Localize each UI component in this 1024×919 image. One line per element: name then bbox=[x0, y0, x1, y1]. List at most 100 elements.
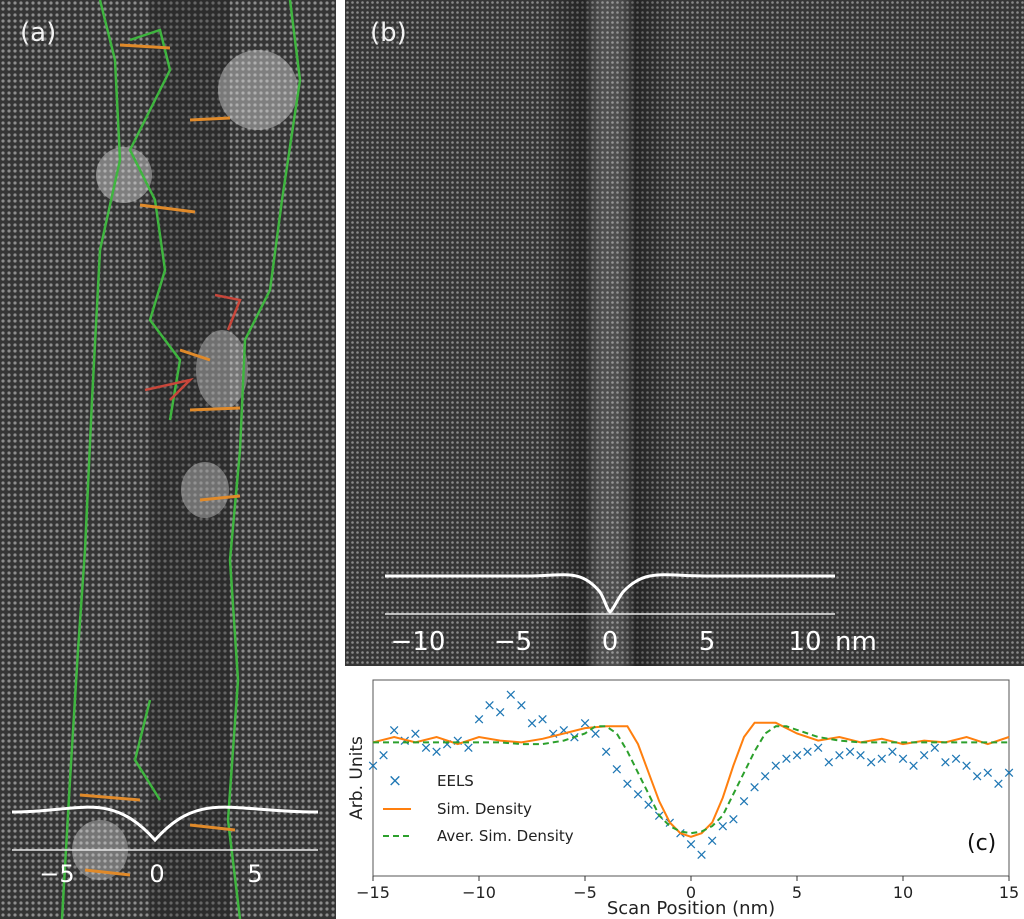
boundary-trace-orange bbox=[79, 43, 241, 877]
eels-point: × bbox=[494, 703, 507, 721]
eels-point: × bbox=[632, 785, 645, 803]
bright-domain bbox=[196, 330, 248, 410]
eels-point: × bbox=[388, 721, 401, 739]
panel-a-tick-label: −5 bbox=[39, 860, 74, 888]
sim-density-line bbox=[372, 721, 1010, 838]
eels-point: × bbox=[452, 732, 465, 750]
eels-point: × bbox=[611, 760, 624, 778]
eels-point: × bbox=[971, 767, 984, 785]
x-tick-label: −5 bbox=[573, 883, 597, 902]
boundary-trace-green bbox=[133, 699, 162, 801]
eels-point: × bbox=[505, 685, 518, 703]
eels-point: × bbox=[430, 742, 443, 760]
x-tick-label: −15 bbox=[356, 883, 390, 902]
lattice-background bbox=[345, 0, 1024, 666]
legend-label-aver: Aver. Sim. Density bbox=[437, 827, 574, 845]
eels-point: × bbox=[377, 746, 390, 764]
aver-sim-density-line bbox=[373, 725, 1009, 835]
panel-a-label: (a) bbox=[20, 18, 57, 48]
panel-b-tick-label: −10 bbox=[391, 627, 446, 657]
panel-b-profile-overlay: −10 −5 0 5 10 nm bbox=[385, 573, 877, 657]
eels-point: × bbox=[992, 774, 1005, 792]
x-tick-label: 15 bbox=[999, 883, 1019, 902]
panel-b-canvas: −10 −5 0 5 10 nm bbox=[345, 0, 1024, 666]
eels-point: × bbox=[844, 742, 857, 760]
boundary-trace-green bbox=[226, 0, 302, 919]
y-axis-label: Arb. Units bbox=[347, 736, 367, 820]
panel-a-canvas: −5 0 5 bbox=[0, 0, 336, 919]
lattice-background bbox=[0, 0, 336, 919]
panel-b-tick-label: −5 bbox=[494, 627, 532, 657]
bright-domain bbox=[96, 147, 152, 203]
legend: × EELS Sim. Density Aver. Sim. Density bbox=[383, 771, 574, 845]
eels-point: × bbox=[876, 749, 889, 767]
eels-point: × bbox=[960, 757, 973, 775]
eels-point: × bbox=[706, 831, 719, 849]
legend-label-sim: Sim. Density bbox=[437, 800, 532, 818]
eels-point: × bbox=[483, 696, 496, 714]
eels-point: × bbox=[473, 710, 486, 728]
x-tick-label: 5 bbox=[792, 883, 802, 902]
panel-b-tick-label: 0 bbox=[602, 627, 619, 657]
eels-point: × bbox=[409, 724, 422, 742]
panel-b-unit-label: nm bbox=[835, 627, 877, 657]
boundary-band bbox=[150, 0, 230, 919]
eels-point: × bbox=[865, 753, 878, 771]
x-tick-label: 10 bbox=[893, 883, 913, 902]
series-layer: ××××××××××××××××××××××××××××××××××××××××… bbox=[367, 685, 1016, 863]
eels-point: × bbox=[420, 739, 433, 757]
boundary-trace-red bbox=[144, 293, 242, 401]
eels-point: × bbox=[748, 778, 761, 796]
eels-point: × bbox=[801, 742, 814, 760]
panel-c-chart: × × × × × × × × × × × × × × × × × × × × × × × × × × × × × × × × × × × × × × × ×… bbox=[345, 666, 1024, 919]
eels-point: × bbox=[759, 767, 772, 785]
eels-point: × bbox=[621, 774, 634, 792]
boundary-trace-green bbox=[128, 28, 182, 421]
chart-svg: ××××××××××××××××××××××××××××××××××××××××… bbox=[347, 679, 1019, 919]
profile-curve bbox=[385, 573, 835, 614]
legend-label-eels: EELS bbox=[437, 772, 474, 790]
eels-point: × bbox=[982, 764, 995, 782]
eels-point: × bbox=[685, 835, 698, 853]
eels-point: × bbox=[886, 742, 899, 760]
panel-b-tick-label: 10 bbox=[788, 627, 821, 657]
legend-marker-eels: × bbox=[388, 771, 402, 791]
eels-point: × bbox=[536, 710, 549, 728]
panel-a-profile-overlay: −5 0 5 bbox=[11, 805, 319, 888]
boundary-trace-green bbox=[60, 0, 122, 919]
eels-point: × bbox=[695, 846, 708, 864]
x-tick-label: −10 bbox=[462, 883, 496, 902]
bright-domain bbox=[218, 50, 298, 130]
eels-point: × bbox=[738, 792, 751, 810]
eels-point: × bbox=[854, 746, 867, 764]
eels-point: × bbox=[770, 757, 783, 775]
panel-a-image: −5 0 5 (a) bbox=[0, 0, 336, 919]
panel-b-image: −10 −5 0 5 10 nm (b) bbox=[345, 0, 1024, 666]
eels-point: × bbox=[833, 746, 846, 764]
eels-point: × bbox=[897, 749, 910, 767]
eels-point: × bbox=[812, 739, 825, 757]
eels-point: × bbox=[918, 746, 931, 764]
eels-point: × bbox=[727, 810, 740, 828]
panel-b-tick-label: 5 bbox=[699, 627, 716, 657]
panel-b-label: (b) bbox=[370, 18, 407, 48]
x-ticks: −15 −10 −5 0 5 10 15 bbox=[356, 876, 1019, 902]
eels-point: × bbox=[780, 749, 793, 767]
eels-point: × bbox=[907, 757, 920, 775]
panel-a-tick-label: 5 bbox=[247, 860, 262, 888]
eels-point: × bbox=[791, 746, 804, 764]
eels-point: × bbox=[717, 817, 730, 835]
eels-point: × bbox=[950, 749, 963, 767]
eels-point: × bbox=[1003, 764, 1016, 782]
x-tick-label: 0 bbox=[686, 883, 696, 902]
profile-curve bbox=[11, 805, 319, 843]
eels-point: × bbox=[600, 742, 613, 760]
eels-point: × bbox=[526, 714, 539, 732]
eels-point: × bbox=[515, 696, 528, 714]
panel-c-label: (c) bbox=[967, 831, 996, 856]
x-axis-label: Scan Position (nm) bbox=[607, 898, 775, 919]
boundary-band bbox=[545, 0, 675, 666]
eels-point: × bbox=[367, 757, 380, 775]
eels-point: × bbox=[823, 753, 836, 771]
panel-a-tick-label: 0 bbox=[149, 860, 164, 888]
